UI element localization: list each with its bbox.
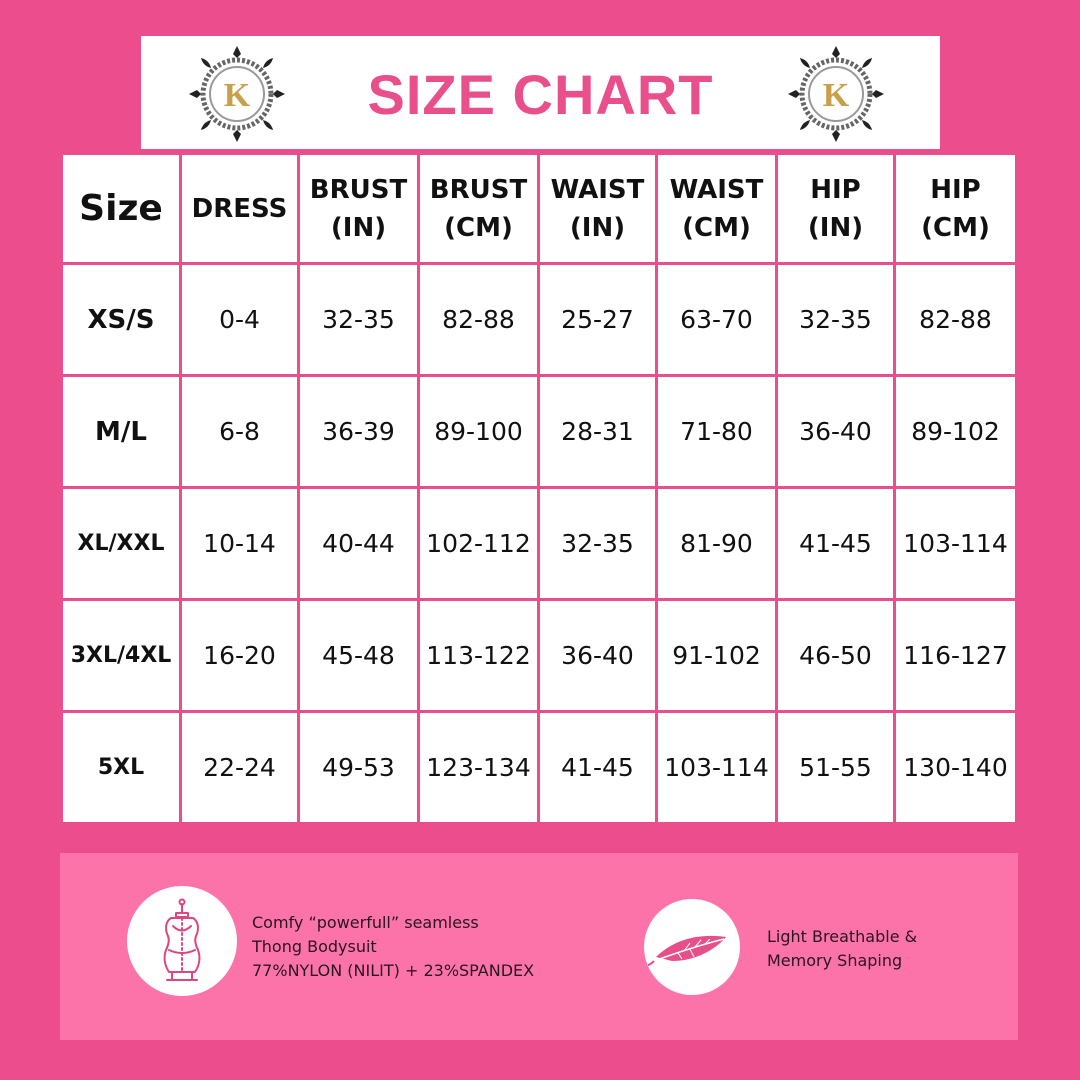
header-label: DRESS bbox=[191, 193, 288, 224]
table-row: 5XL 22-24 49-53 123-134 41-45 103-114 51… bbox=[60, 710, 1018, 825]
table-cell: 102-112 bbox=[417, 486, 540, 601]
table-cell: 45-48 bbox=[297, 598, 420, 713]
svg-text:K: K bbox=[823, 77, 850, 114]
feature-line: Thong Bodysuit bbox=[252, 937, 377, 956]
table-cell: 71-80 bbox=[655, 374, 778, 489]
feature-line: Memory Shaping bbox=[767, 951, 903, 970]
table-cell: 82-88 bbox=[417, 262, 540, 377]
column-header-hip-in: HIP (IN) bbox=[775, 152, 896, 265]
table-cell: 32-35 bbox=[537, 486, 658, 601]
table-cell: 103-114 bbox=[893, 486, 1018, 601]
header-label: HIP bbox=[930, 174, 981, 205]
table-row: XL/XXL 10-14 40-44 102-112 32-35 81-90 4… bbox=[60, 486, 1018, 601]
row-size-label: XS/S bbox=[60, 262, 182, 377]
header-unit: (IN) bbox=[807, 212, 864, 243]
table-cell: 36-40 bbox=[537, 598, 658, 713]
table-cell: 82-88 bbox=[893, 262, 1018, 377]
feature-line: 77%NYLON (NILIT) + 23%SPANDEX bbox=[252, 961, 535, 980]
column-header-brust-in: BRUST (IN) bbox=[297, 152, 420, 265]
column-header-waist-cm: WAIST (CM) bbox=[655, 152, 778, 265]
row-size-label: XL/XXL bbox=[60, 486, 182, 601]
column-header-size: Size bbox=[60, 152, 182, 265]
feature-fabric-text: Comfy “powerfull” seamless Thong Bodysui… bbox=[252, 911, 534, 983]
page-title: SIZE CHART bbox=[367, 63, 714, 126]
table-cell: 16-20 bbox=[179, 598, 300, 713]
title-banner: K SIZE CHART K bbox=[141, 36, 940, 149]
column-header-dress: DRESS bbox=[179, 152, 300, 265]
feature-comfort-text: Light Breathable & Memory Shaping bbox=[767, 925, 917, 973]
table-cell: 81-90 bbox=[655, 486, 778, 601]
table-cell: 40-44 bbox=[297, 486, 420, 601]
table-cell: 103-114 bbox=[655, 710, 778, 825]
header-unit: (CM) bbox=[682, 212, 751, 243]
table-cell: 89-102 bbox=[893, 374, 1018, 489]
table-cell: 89-100 bbox=[417, 374, 540, 489]
table-row: XS/S 0-4 32-35 82-88 25-27 63-70 32-35 8… bbox=[60, 262, 1018, 377]
table-cell: 36-40 bbox=[775, 374, 896, 489]
table-cell: 22-24 bbox=[179, 710, 300, 825]
table-cell: 63-70 bbox=[655, 262, 778, 377]
table-cell: 41-45 bbox=[775, 486, 896, 601]
table-cell: 49-53 bbox=[297, 710, 420, 825]
svg-text:K: K bbox=[224, 77, 251, 114]
table-cell: 28-31 bbox=[537, 374, 658, 489]
feather-icon bbox=[644, 899, 740, 995]
table-cell: 46-50 bbox=[775, 598, 896, 713]
table-cell: 6-8 bbox=[179, 374, 300, 489]
header-unit: (CM) bbox=[444, 212, 513, 243]
table-cell: 25-27 bbox=[537, 262, 658, 377]
column-header-waist-in: WAIST (IN) bbox=[537, 152, 658, 265]
header-label: HIP bbox=[810, 174, 861, 205]
table-cell: 32-35 bbox=[297, 262, 420, 377]
k-monogram-emblem-icon: K bbox=[786, 44, 886, 144]
row-size-label: M/L bbox=[60, 374, 182, 489]
row-size-label: 5XL bbox=[60, 710, 182, 825]
header-label: BRUST bbox=[429, 174, 528, 205]
column-header-hip-cm: HIP (CM) bbox=[893, 152, 1018, 265]
table-cell: 36-39 bbox=[297, 374, 420, 489]
feature-line: Comfy “powerfull” seamless bbox=[252, 913, 479, 932]
size-chart-table: Size DRESS BRUST (IN) BRUST (CM) WAIST (… bbox=[60, 152, 1018, 825]
feature-line: Light Breathable & bbox=[767, 927, 918, 946]
header-label: WAIST bbox=[669, 174, 764, 205]
table-cell: 130-140 bbox=[893, 710, 1018, 825]
header-unit: (CM) bbox=[921, 212, 990, 243]
header-unit: (IN) bbox=[569, 212, 626, 243]
table-row: 3XL/4XL 16-20 45-48 113-122 36-40 91-102… bbox=[60, 598, 1018, 713]
dress-form-mannequin-icon bbox=[127, 886, 237, 996]
table-cell: 32-35 bbox=[775, 262, 896, 377]
k-monogram-emblem-icon: K bbox=[187, 44, 287, 144]
table-cell: 116-127 bbox=[893, 598, 1018, 713]
table-cell: 10-14 bbox=[179, 486, 300, 601]
header-label: BRUST bbox=[309, 174, 408, 205]
table-cell: 0-4 bbox=[179, 262, 300, 377]
table-cell: 113-122 bbox=[417, 598, 540, 713]
table-cell: 41-45 bbox=[537, 710, 658, 825]
table-cell: 91-102 bbox=[655, 598, 778, 713]
table-cell: 51-55 bbox=[775, 710, 896, 825]
row-size-label: 3XL/4XL bbox=[60, 598, 182, 713]
features-footer: Comfy “powerfull” seamless Thong Bodysui… bbox=[60, 853, 1018, 1040]
table-header-row: Size DRESS BRUST (IN) BRUST (CM) WAIST (… bbox=[60, 152, 1018, 265]
header-label: WAIST bbox=[550, 174, 645, 205]
table-row: M/L 6-8 36-39 89-100 28-31 71-80 36-40 8… bbox=[60, 374, 1018, 489]
header-label: Size bbox=[79, 187, 163, 229]
column-header-brust-cm: BRUST (CM) bbox=[417, 152, 540, 265]
header-unit: (IN) bbox=[330, 212, 387, 243]
table-cell: 123-134 bbox=[417, 710, 540, 825]
